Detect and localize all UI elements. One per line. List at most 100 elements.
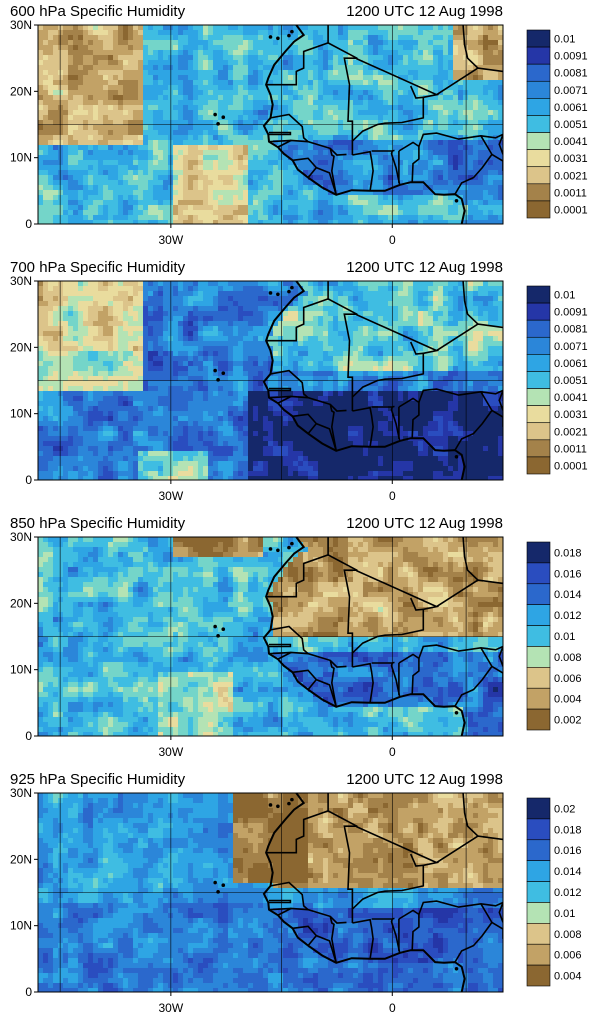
legend-swatch [527,337,550,354]
legend-label: 0.0061 [554,102,588,114]
y-tick-label: 30N [10,530,32,544]
island [216,378,220,382]
color-legend: 0.010.00910.00810.00710.00610.00510.0041… [527,30,588,218]
y-tick-label: 20N [10,852,32,866]
color-legend: 0.010.00910.00810.00710.00610.00510.0041… [527,286,588,474]
island [216,634,220,638]
panel-title: 600 hPa Specific Humidity [10,3,186,20]
y-tick-label: 0 [25,729,32,743]
legend-label: 0.004 [554,694,582,706]
legend-label: 0.0071 [554,85,588,97]
island [269,35,273,39]
legend-swatch [527,320,550,337]
legend-label: 0.0051 [554,119,588,131]
legend-label: 0.0071 [554,341,588,353]
island [221,883,225,887]
legend-swatch [527,30,550,47]
panel-title: 700 hPa Specific Humidity [10,259,186,276]
legend-label: 0.0051 [554,375,588,387]
island [455,455,459,459]
panel-title: 850 hPa Specific Humidity [10,515,186,532]
x-tick-label: 0 [389,1001,396,1015]
island [290,286,294,290]
legend-swatch [527,457,550,474]
legend-swatch [527,406,550,423]
legend-swatch [527,667,550,688]
humidity-field [38,793,503,993]
legend-swatch [527,286,550,303]
island [290,30,294,34]
y-tick-label: 30N [10,274,32,288]
country-border [372,662,395,663]
island [213,369,217,373]
legend-label: 0.0031 [554,409,588,421]
island [213,881,217,885]
country-border [372,918,395,919]
island [269,291,273,295]
legend-label: 0.018 [554,547,582,559]
legend-label: 0.014 [554,866,582,878]
legend-swatch [527,902,550,923]
legend-label: 0.0061 [554,358,588,370]
legend-swatch [527,150,550,167]
humidity-field [38,281,503,481]
legend-swatch [527,605,550,626]
legend-label: 0.0041 [554,392,588,404]
island [276,292,280,296]
legend-label: 0.006 [554,673,582,685]
panel-timestamp: 1200 UTC 12 Aug 1998 [346,771,503,788]
y-tick-label: 0 [25,473,32,487]
legend-swatch [527,47,550,64]
color-legend: 0.0180.0160.0140.0120.010.0080.0060.0040… [527,542,582,730]
legend-swatch [527,584,550,605]
legend-swatch [527,861,550,882]
legend-swatch [527,965,550,986]
island [290,798,294,802]
legend-label: 0.0091 [554,307,588,319]
island [269,803,273,807]
y-tick-label: 10N [10,151,32,165]
legend-swatch [527,64,550,81]
y-tick-label: 30N [10,786,32,800]
humidity-field [38,537,503,737]
legend-label: 0.0011 [554,443,587,455]
y-tick-label: 20N [10,84,32,98]
legend-swatch [527,923,550,944]
y-tick-label: 30N [10,18,32,32]
x-tick-label: 0 [389,233,396,247]
y-tick-label: 20N [10,596,32,610]
legend-label: 0.008 [554,929,582,941]
legend-swatch [527,798,550,819]
y-tick-label: 10N [10,407,32,421]
island [269,547,273,551]
legend-swatch [527,115,550,132]
island [455,967,459,971]
legend-label: 0.002 [554,715,582,727]
legend-swatch [527,819,550,840]
legend-label: 0.014 [554,589,582,601]
panel-timestamp: 1200 UTC 12 Aug 1998 [346,3,503,20]
legend-swatch [527,542,550,563]
island [276,36,280,40]
panel-4: 925 hPa Specific Humidity 1200 UTC 12 Aug… [10,771,582,1015]
legend-label: 0.0011 [554,187,587,199]
island [213,625,217,629]
legend-swatch [527,133,550,150]
y-tick-label: 20N [10,340,32,354]
legend-swatch [527,440,550,457]
legend-label: 0.0081 [554,324,588,336]
legend-label: 0.0021 [554,170,588,182]
legend-label: 0.012 [554,610,582,622]
island [287,290,291,294]
legend-label: 0.0041 [554,136,588,148]
x-tick-label: 30W [159,1001,184,1015]
legend-swatch [527,626,550,647]
legend-label: 0.0021 [554,426,588,438]
panel-title: 925 hPa Specific Humidity [10,771,186,788]
color-legend: 0.020.0180.0160.0140.0120.010.0080.0060.… [527,798,582,986]
x-tick-label: 0 [389,489,396,503]
island [455,199,459,203]
